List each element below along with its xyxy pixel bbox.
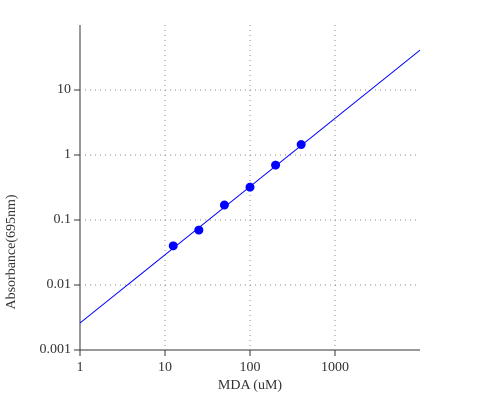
x-axis-label: MDA (uM) — [218, 378, 283, 393]
x-tick-label: 100 — [240, 360, 261, 375]
y-tick-label: 1 — [64, 147, 71, 162]
y-tick-label: 0.001 — [40, 342, 72, 357]
fit-line — [79, 49, 421, 324]
y-axis-label: Absorbance(695nm) — [4, 194, 19, 309]
data-point — [168, 241, 178, 251]
x-tick-label: 10 — [158, 360, 172, 375]
x-tick-label: 1000 — [321, 360, 349, 375]
x-tick-label: 1 — [77, 360, 84, 375]
y-tick-label: 0.01 — [47, 277, 72, 292]
y-tick-label: 10 — [57, 82, 71, 97]
data-point — [194, 225, 204, 235]
data-point — [219, 200, 229, 210]
y-tick-label: 0.1 — [54, 212, 72, 227]
